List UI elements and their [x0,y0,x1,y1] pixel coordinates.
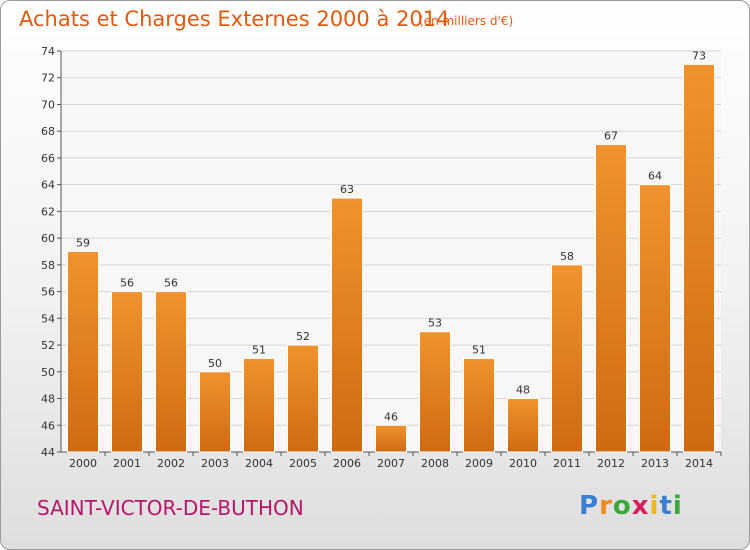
y-tick-label: 62 [41,205,55,218]
commune-name: SAINT-VICTOR-DE-BUTHON [37,496,304,520]
data-label: 56 [120,277,134,290]
bar-2001 [111,291,143,453]
chart-subtitle: (en milliers d'€) [419,14,514,28]
x-tick-label: 2001 [113,457,141,470]
bar-2009 [463,357,495,453]
data-labels: 59 56 56 50 51 52 63 46 53 51 48 58 67 64 73 [76,49,706,423]
logo-letter: P [579,491,600,521]
x-tick-label: 2010 [509,457,537,470]
bar-2007 [375,424,407,453]
x-tick-label: 2008 [421,457,449,470]
y-tick-label: 66 [41,152,55,165]
x-tick-label: 2004 [245,457,273,470]
logo-letter: i [672,491,683,521]
x-tick-label: 2013 [641,457,669,470]
x-tick-label: 2009 [465,457,493,470]
bar-2006 [331,197,363,453]
y-tick-label: 64 [41,179,55,192]
y-tick-label: 68 [41,125,55,138]
y-tick-label: 54 [41,312,55,325]
bar-2011 [551,264,583,453]
x-tick-label: 2002 [157,457,185,470]
data-label: 50 [208,357,222,370]
bar-2012 [595,144,627,453]
data-label: 58 [560,250,574,263]
y-tick-label: 50 [41,366,55,379]
y-tick-label: 56 [41,286,55,299]
bar-2004 [243,357,275,453]
x-tick-label: 2012 [597,457,625,470]
y-tick-label: 52 [41,339,55,352]
x-tick-label: 2000 [69,457,97,470]
data-label: 52 [296,330,310,343]
y-tick-label: 72 [41,72,55,85]
data-label: 59 [76,237,90,250]
bars [67,63,715,453]
data-label: 67 [604,130,618,143]
logo-letter: i [649,491,660,521]
y-tick-label: 74 [41,45,55,58]
y-tick-label: 46 [41,419,55,432]
data-label: 51 [472,343,486,356]
bar-2010 [507,398,539,453]
data-label: 51 [252,343,266,356]
data-label: 63 [340,183,354,196]
x-tick-label: 2014 [685,457,713,470]
data-label: 73 [692,49,706,62]
bar-2003 [199,371,231,453]
y-tick-label: 48 [41,393,55,406]
logo-letter: t [659,491,673,521]
data-label: 56 [164,277,178,290]
y-tick-label: 44 [41,446,55,459]
proxiti-logo: Proxiti [579,491,683,521]
bar-2013 [639,184,671,453]
x-tick-label: 2006 [333,457,361,470]
bar-2002 [155,291,187,453]
x-tick-label: 2007 [377,457,405,470]
y-tick-label: 60 [41,232,55,245]
x-tick-label: 2011 [553,457,581,470]
x-tick-label: 2003 [201,457,229,470]
data-label: 48 [516,384,530,397]
logo-letter: r [599,491,613,521]
bar-2000 [67,251,99,453]
bar-2005 [287,344,319,453]
chart-title: Achats et Charges Externes 2000 à 2014 [19,7,450,31]
y-tick-label: 70 [41,98,55,111]
bar-2014 [683,63,715,453]
data-label: 64 [648,170,662,183]
data-label: 46 [384,410,398,423]
bar-2008 [419,331,451,453]
logo-letter: o [612,491,632,521]
data-label: 53 [428,317,442,330]
x-tick-label: 2005 [289,457,317,470]
y-tick-label: 58 [41,259,55,272]
logo-letter: x [631,491,650,521]
